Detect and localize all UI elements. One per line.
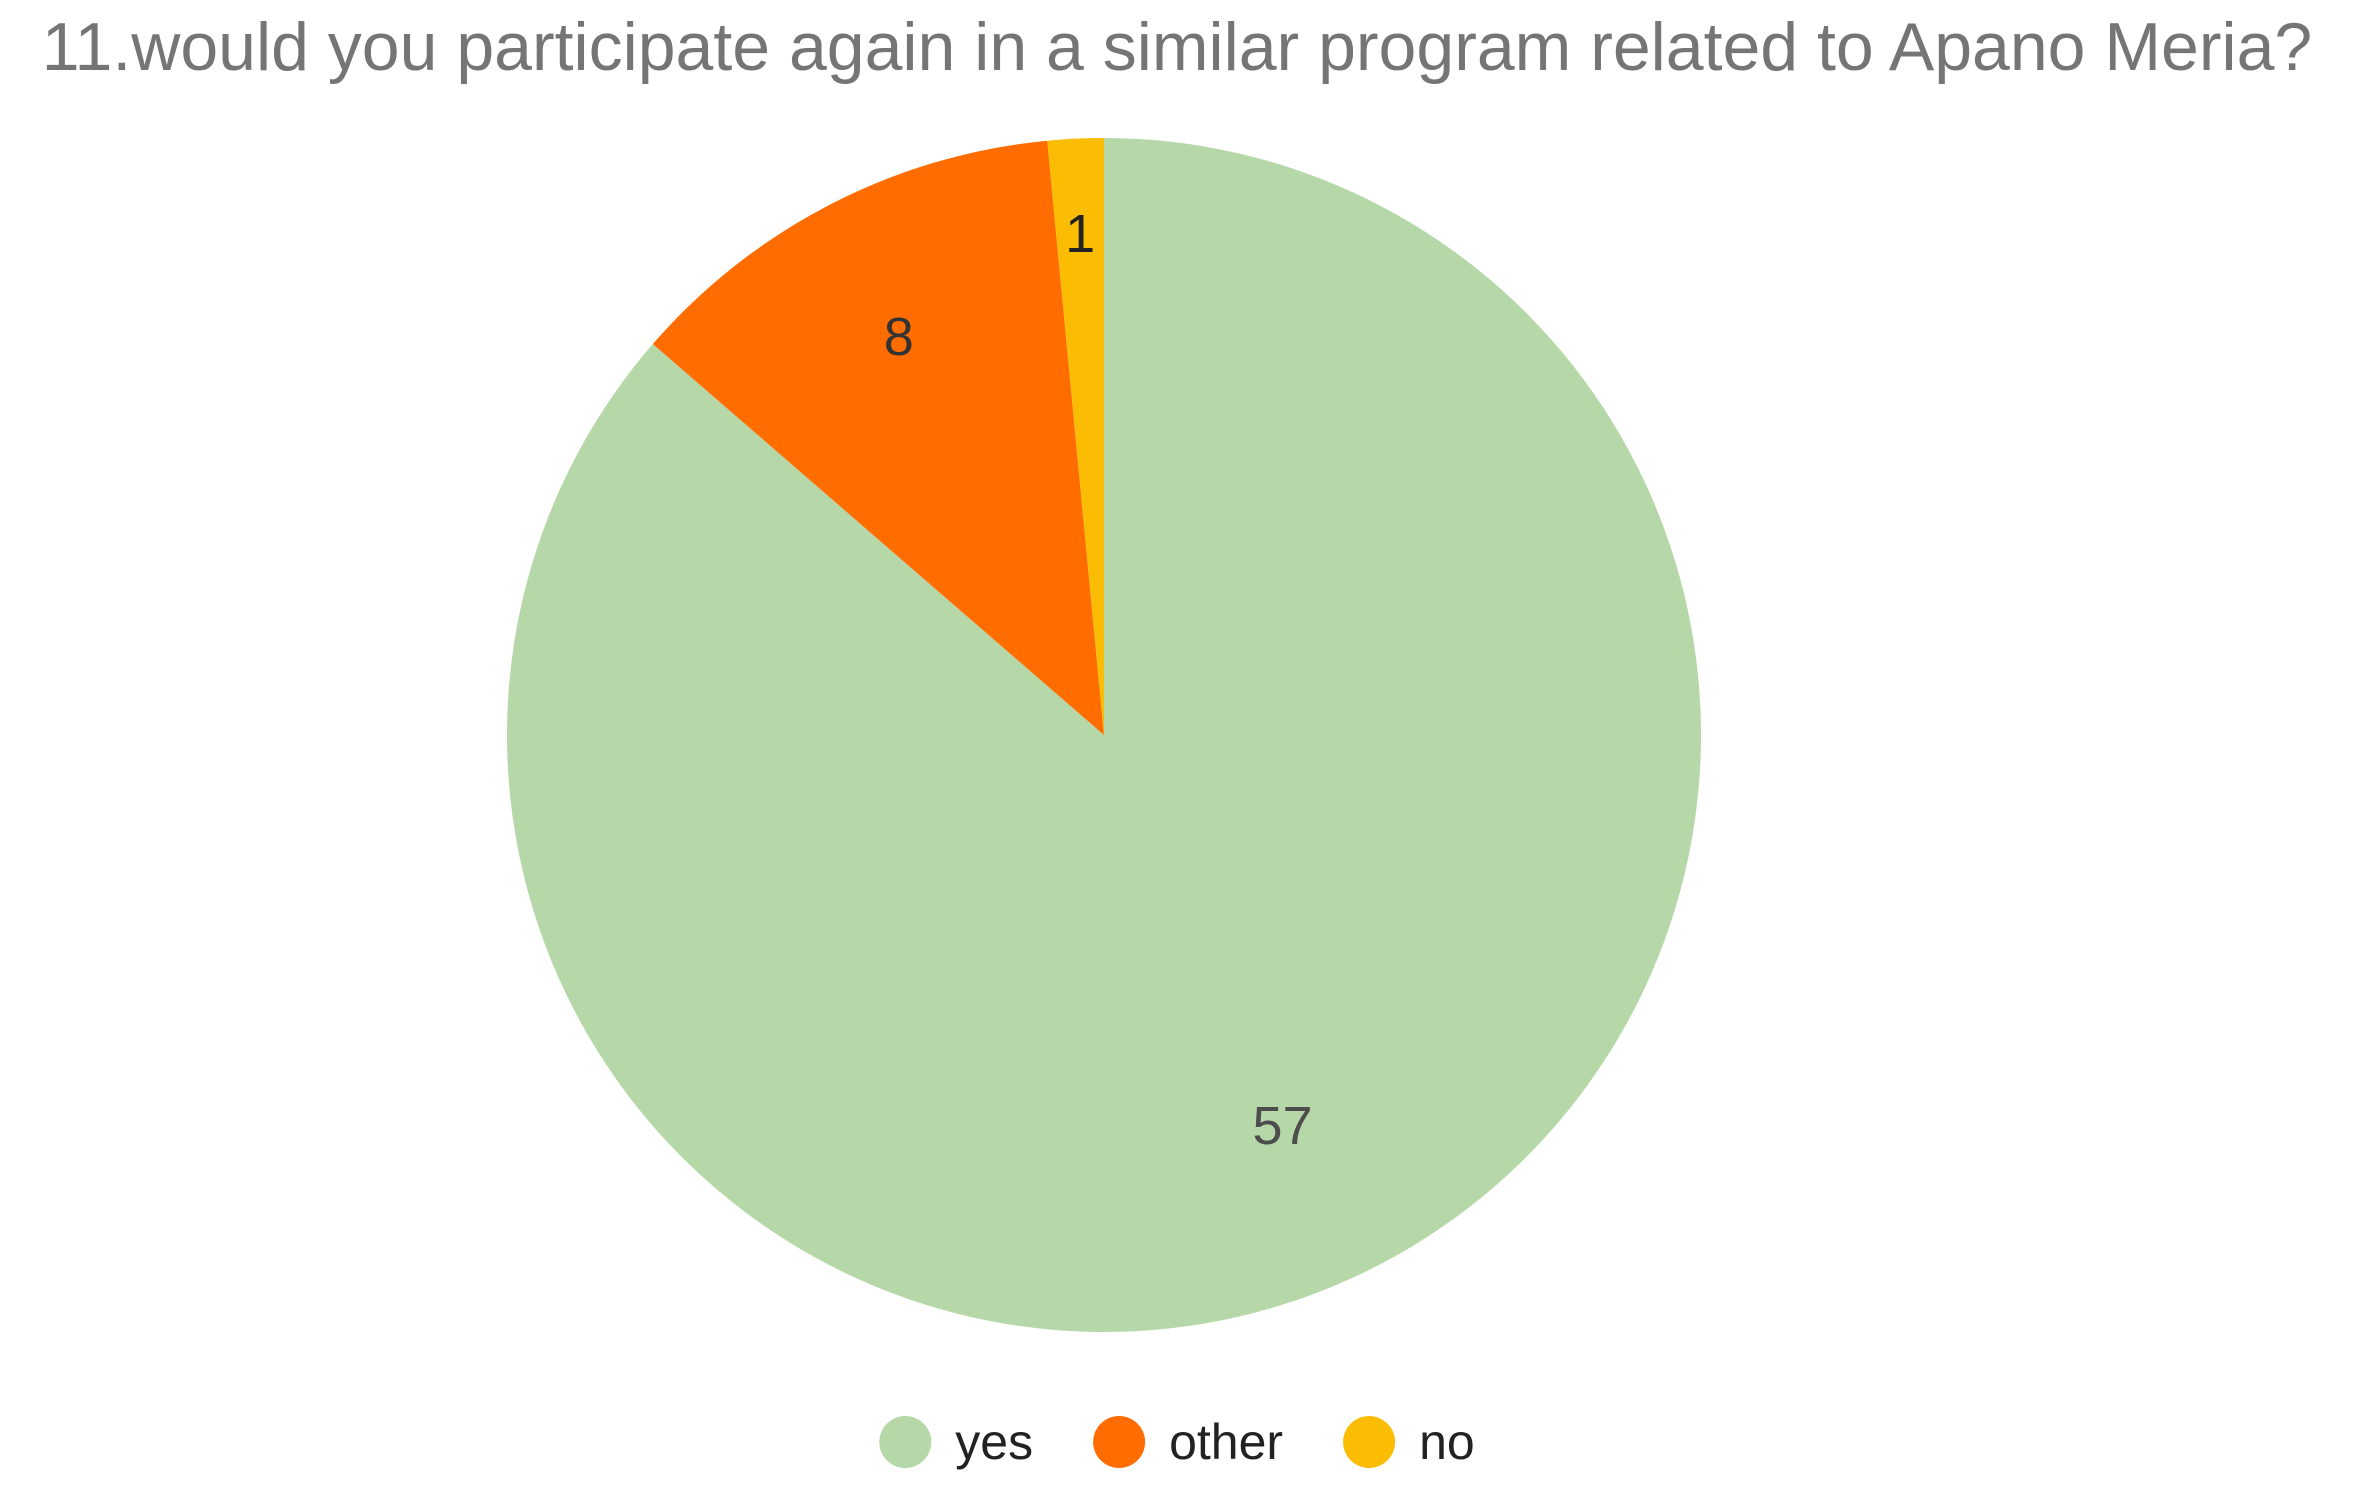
legend-label-no: no xyxy=(1419,1414,1475,1470)
pie-slice-no xyxy=(1047,138,1104,735)
legend-marker-no xyxy=(1343,1416,1396,1468)
legend-label-yes: yes xyxy=(955,1414,1033,1470)
chart-title: 11.would you participate again in a simi… xyxy=(42,9,2312,85)
legend-label-other: other xyxy=(1169,1414,1283,1470)
pie-slice-labels: 57 8 1 xyxy=(884,204,1313,1156)
slice-label-no: 1 xyxy=(1065,204,1095,264)
legend-item-other: other xyxy=(1093,1414,1283,1470)
slice-label-other: 8 xyxy=(884,307,914,367)
legend-item-yes: yes xyxy=(879,1414,1033,1470)
legend: yes other no xyxy=(879,1414,1475,1470)
pie-slices xyxy=(507,138,1702,1332)
slice-label-yes: 57 xyxy=(1253,1096,1313,1156)
legend-marker-other xyxy=(1093,1416,1146,1468)
pie-slice-other xyxy=(652,140,1104,736)
legend-item-no: no xyxy=(1343,1414,1475,1470)
legend-marker-yes xyxy=(879,1416,932,1468)
